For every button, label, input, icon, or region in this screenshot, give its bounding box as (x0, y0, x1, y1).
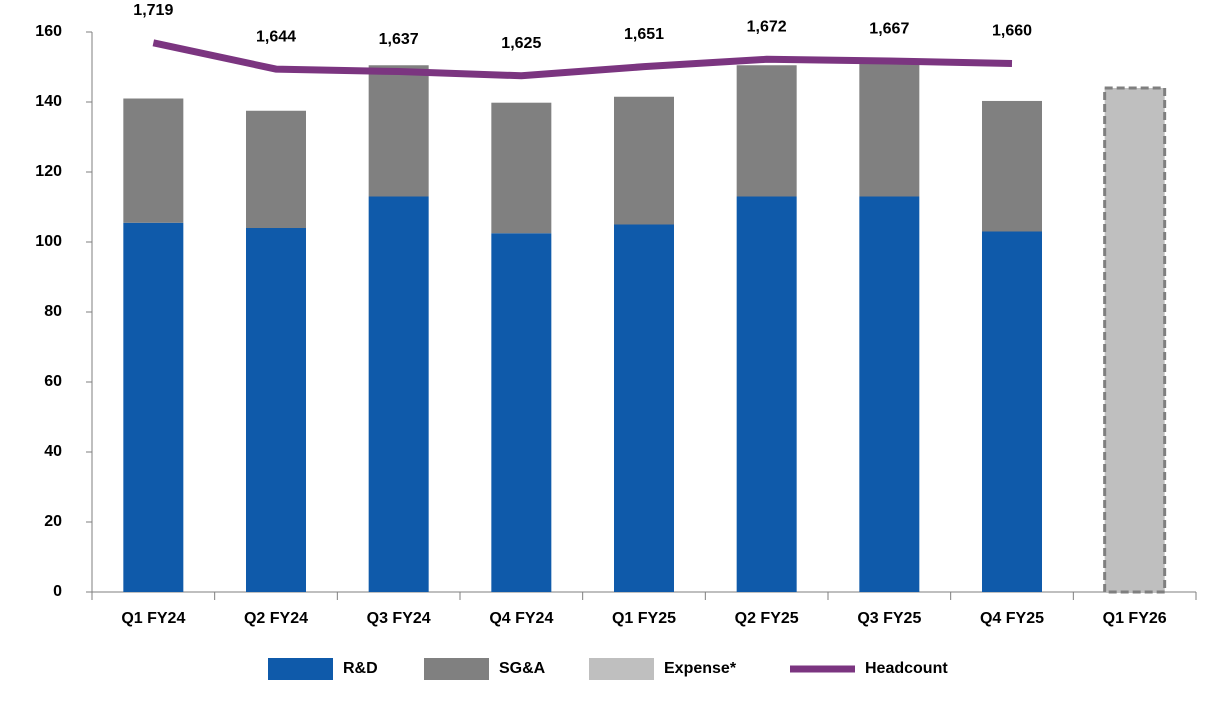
y-tick-label: 0 (53, 583, 62, 600)
bar (123, 222, 184, 592)
legend-label: Headcount (865, 660, 948, 677)
data-label: 1,651 (624, 26, 664, 43)
x-tick-label: Q1 FY25 (612, 610, 676, 627)
legend-swatch (268, 658, 333, 680)
headcount-line (152, 39, 1013, 80)
data-label: 1,672 (747, 19, 787, 36)
x-tick-label: Q3 FY25 (857, 610, 921, 627)
y-tick-label: 60 (44, 373, 62, 390)
y-tick-label: 140 (35, 93, 62, 110)
x-tick-label: Q4 FY24 (489, 610, 553, 627)
bar (859, 60, 920, 197)
legend-label: Expense* (664, 660, 737, 677)
x-tick-label: Q3 FY24 (367, 610, 431, 627)
legend-label: R&D (343, 660, 378, 677)
bar (368, 65, 429, 197)
y-tick-label: 120 (35, 163, 62, 180)
y-tick-label: 40 (44, 443, 62, 460)
bar (614, 224, 674, 592)
data-label: 1,625 (501, 35, 541, 52)
x-tick-label: Q1 FY26 (1103, 610, 1167, 627)
y-tick-label: 160 (35, 23, 62, 40)
y-tick-label: 80 (44, 303, 62, 320)
bar (982, 100, 1042, 232)
data-label: 1,719 (133, 2, 173, 19)
bar (859, 196, 920, 592)
bar (736, 196, 797, 592)
x-tick-label: Q2 FY24 (244, 610, 308, 627)
y-tick-label: 20 (44, 513, 62, 530)
data-label: 1,637 (379, 31, 419, 48)
bar (491, 233, 552, 592)
legend-swatch (589, 658, 654, 680)
data-label: 1,644 (256, 28, 296, 45)
bar (246, 228, 306, 592)
y-tick-label: 100 (35, 233, 62, 250)
data-label: 1,660 (992, 23, 1032, 40)
bar (246, 110, 306, 228)
x-tick-label: Q2 FY25 (735, 610, 799, 627)
bar (982, 231, 1042, 592)
legend-swatch (424, 658, 489, 680)
data-label: 1,667 (869, 20, 909, 37)
x-tick-label: Q1 FY24 (121, 610, 185, 627)
x-tick-label: Q4 FY25 (980, 610, 1044, 627)
bar (123, 98, 184, 223)
bar (368, 196, 429, 592)
bar (614, 96, 674, 225)
bar (491, 102, 552, 234)
legend-label: SG&A (499, 660, 546, 677)
bar (736, 65, 797, 197)
bar (1103, 86, 1167, 594)
